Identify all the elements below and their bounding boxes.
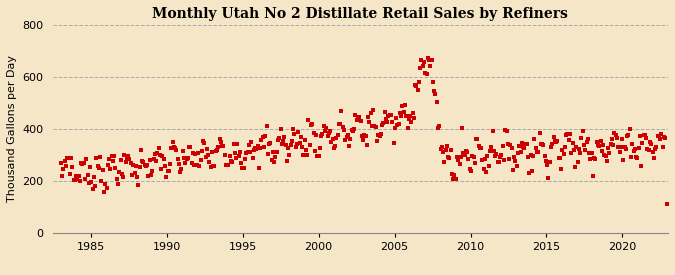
Y-axis label: Thousand Gallons per Day: Thousand Gallons per Day (7, 55, 17, 202)
Title: Monthly Utah No 2 Distillate Retail Sales by Refiners: Monthly Utah No 2 Distillate Retail Sale… (153, 7, 568, 21)
